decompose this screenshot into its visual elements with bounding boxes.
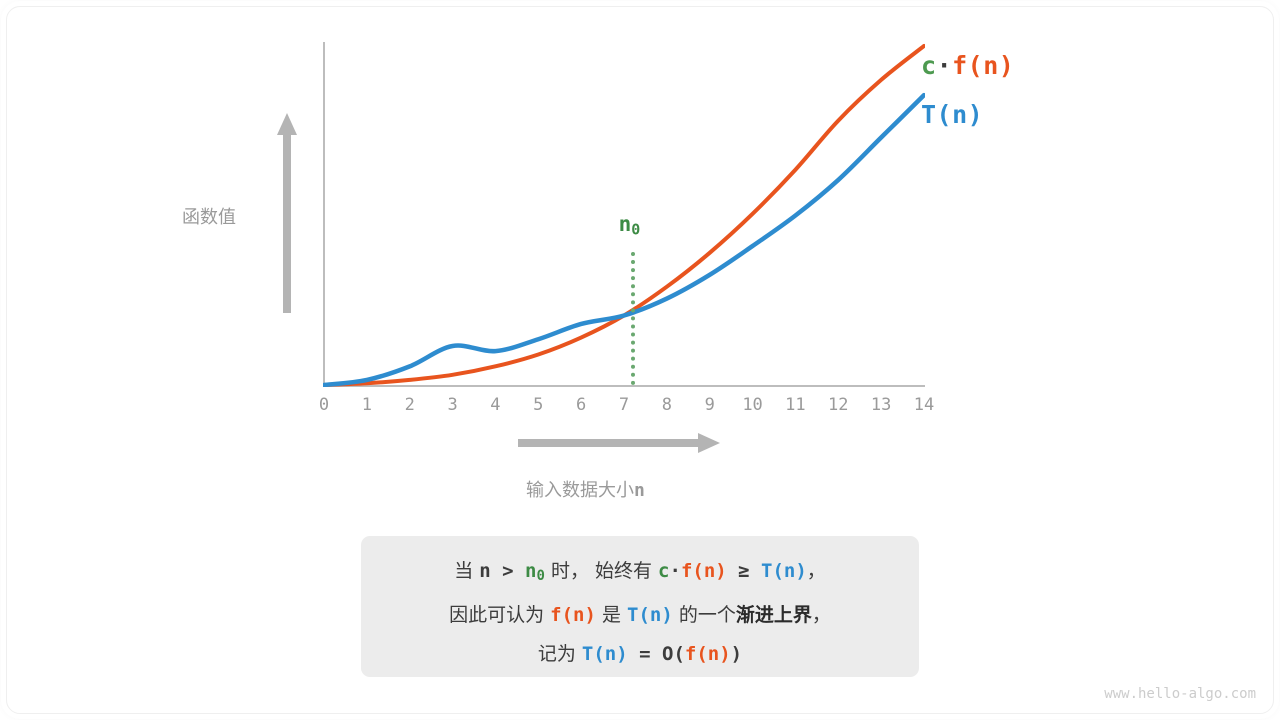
curves-svg xyxy=(323,44,925,387)
cap1-f-of-n: f(n) xyxy=(680,560,727,582)
cap1-text1: 当 xyxy=(454,560,480,582)
cap1-gt: > xyxy=(490,560,526,582)
legend-label-c-f-of-n: c·f(n) xyxy=(921,51,1014,80)
x-tick-label: 9 xyxy=(704,395,715,415)
right-arrow-icon xyxy=(518,433,720,453)
x-tick-label: 6 xyxy=(576,395,587,415)
cap2-text3: 的一个 xyxy=(672,604,736,627)
curve-t-of-n xyxy=(323,92,925,387)
x-tick-label: 14 xyxy=(913,395,935,415)
x-tick-label: 10 xyxy=(742,395,763,415)
cap3-equals: = xyxy=(627,643,663,666)
cap2-comma: ， xyxy=(811,604,831,627)
cap1-n0-base: n xyxy=(525,560,537,582)
cap3-t-of-n: T(n) xyxy=(581,643,628,666)
x-tick-label: 7 xyxy=(618,395,630,415)
x-tick-label: 8 xyxy=(661,395,672,415)
cap2-t-of-n: T(n) xyxy=(627,604,673,627)
x-tick-label: 11 xyxy=(785,395,806,415)
plot-area xyxy=(323,42,925,387)
cap1-t-of-n: T(n) xyxy=(761,560,807,582)
cap3-text1: 记为 xyxy=(537,643,582,666)
cap3-big-o-close: ) xyxy=(730,643,743,666)
cap2-text2: 是 xyxy=(595,604,628,627)
cap3-big-o-open: O( xyxy=(662,643,685,666)
x-axis-line xyxy=(323,385,925,387)
cap3-f-of-n: f(n) xyxy=(684,643,731,666)
y-axis-line xyxy=(323,42,325,387)
up-arrow-icon xyxy=(277,113,297,313)
caption-line-2: 因此可认为 f(n) 是 T(n) 的一个渐进上界， xyxy=(361,596,919,635)
x-tick-labels: 0 1 2 3 4 5 6 7 8 9 10 11 12 13 14 xyxy=(319,395,934,421)
cap1-geq: ≥ xyxy=(726,560,762,582)
cap1-dot: · xyxy=(669,560,681,582)
x-axis-label-text: 输入数据大小 xyxy=(526,480,634,501)
watermark: www.hello-algo.com xyxy=(1104,686,1256,702)
legend-dot: · xyxy=(936,51,953,80)
x-tick-label: 1 xyxy=(361,395,372,415)
n0-label-base: n xyxy=(618,212,632,236)
x-axis-label: 输入数据大小n xyxy=(526,476,645,502)
cap2-emphasis: 渐进上界 xyxy=(735,604,812,627)
cap2-text1: 因此可认为 xyxy=(449,604,551,627)
x-axis-label-symbol: n xyxy=(634,480,645,501)
n0-dotted-line xyxy=(630,252,635,385)
legend-label-t-of-n: T(n) xyxy=(921,100,984,129)
caption-line-3: 记为 T(n) = O(f(n)) xyxy=(361,635,919,674)
y-axis-label: 函数值 xyxy=(182,207,236,228)
cap1-text3: 时， 始终有 xyxy=(544,560,659,582)
cap1-n: n xyxy=(479,560,491,582)
x-tick-label: 4 xyxy=(490,395,501,415)
caption-line-1: 当 n > n0 时， 始终有 c·f(n) ≥ T(n)， xyxy=(361,552,919,596)
n0-label: n0 xyxy=(619,212,641,238)
x-tick-label: 5 xyxy=(533,395,544,415)
n0-label-subscript: 0 xyxy=(631,220,641,239)
cap1-comma: ， xyxy=(806,560,826,582)
legend-f-of-n: f(n) xyxy=(952,51,1015,80)
x-tick-label: 2 xyxy=(404,395,415,415)
caption-box: 当 n > n0 时， 始终有 c·f(n) ≥ T(n)， 因此可认为 f(n… xyxy=(361,536,919,677)
x-tick-label: 3 xyxy=(447,395,458,415)
cap1-n0-sub: 0 xyxy=(536,568,545,585)
cap2-f-of-n: f(n) xyxy=(550,604,596,627)
x-tick-label: 13 xyxy=(870,395,892,415)
x-tick-label: 12 xyxy=(828,395,849,415)
legend-c: c xyxy=(921,51,937,80)
x-tick-label: 0 xyxy=(318,395,330,415)
cap1-c: c xyxy=(658,560,670,582)
